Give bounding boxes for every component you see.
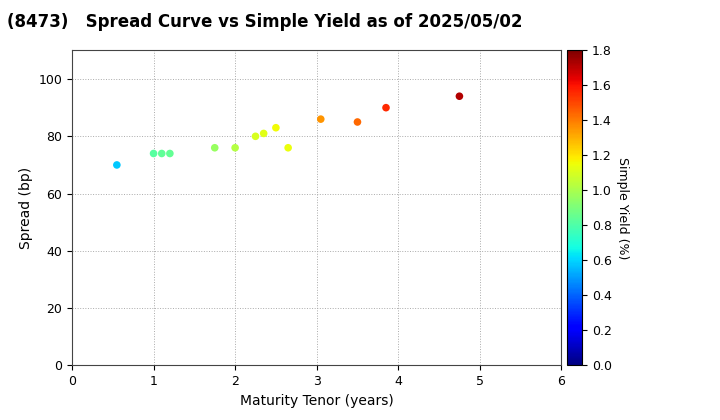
Point [454,93,465,100]
Y-axis label: Simple Yield (%): Simple Yield (%) [616,157,629,259]
X-axis label: Maturity Tenor (years): Maturity Tenor (years) [240,394,394,408]
Point [250,133,261,140]
Point [111,162,122,168]
Text: (8473)   Spread Curve vs Simple Yield as of 2025/05/02: (8473) Spread Curve vs Simple Yield as o… [7,13,523,31]
Point [258,130,269,137]
Point [380,104,392,111]
Point [315,116,327,123]
Point [209,144,220,151]
Point [230,144,241,151]
Point [282,144,294,151]
Point [164,150,176,157]
Point [351,118,363,125]
Point [156,150,168,157]
Point [148,150,159,157]
Point [270,124,282,131]
Y-axis label: Spread (bp): Spread (bp) [19,167,33,249]
